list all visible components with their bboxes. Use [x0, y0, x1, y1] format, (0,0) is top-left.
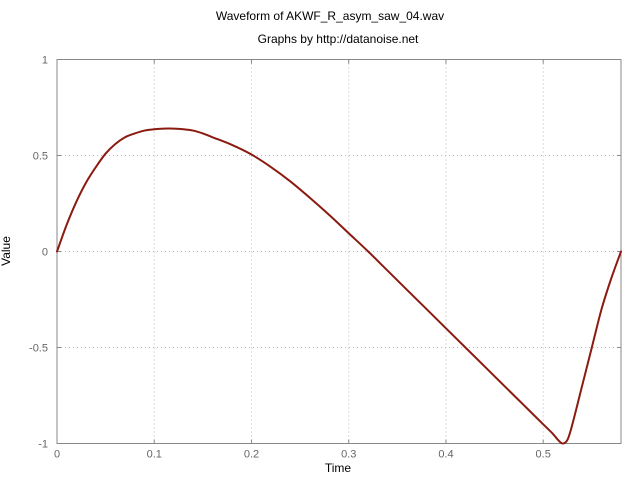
axis-ticks: 0 0.1 0.2 0.3 0.4 0.5 -1 -0.5 0 0.5 1 [29, 55, 621, 461]
chart-subtitle: Graphs by http://datanoise.net [258, 32, 419, 46]
y-tick-label: -0.5 [29, 343, 48, 355]
y-axis-label: Value [0, 236, 13, 266]
chart-title: Waveform of AKWF_R_asym_saw_04.wav [216, 9, 444, 23]
y-tick-label: -1 [38, 439, 48, 451]
x-axis-label: Time [325, 461, 352, 475]
x-tick-label: 0.5 [536, 449, 551, 461]
x-tick-label: 0.4 [438, 449, 453, 461]
grid [57, 59, 621, 444]
waveform-line [56, 127, 622, 445]
series-layer [56, 127, 622, 445]
y-tick-label: 1 [42, 55, 48, 67]
x-tick-label: 0 [54, 449, 60, 461]
x-tick-label: 0.2 [244, 449, 259, 461]
y-tick-label: 0.5 [33, 151, 48, 163]
x-tick-label: 0.1 [147, 449, 162, 461]
y-tick-label: 0 [42, 247, 48, 259]
x-tick-label: 0.3 [341, 449, 356, 461]
